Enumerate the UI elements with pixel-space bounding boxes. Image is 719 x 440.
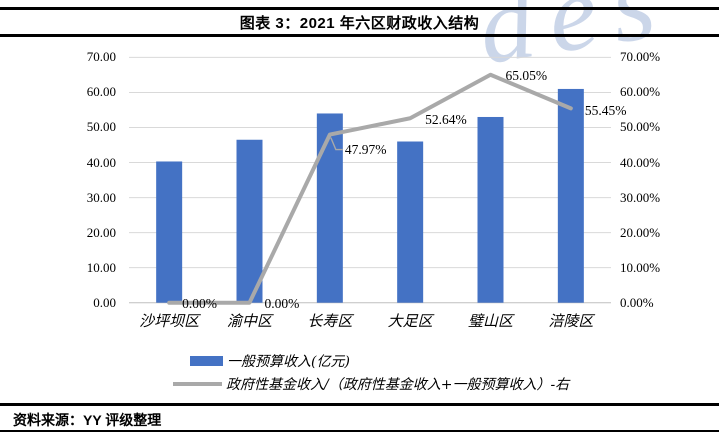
right-axis-tick: 60.00% (620, 84, 661, 100)
category-label-璧山区: 璧山区 (467, 312, 513, 330)
title-underline-rule (0, 33, 719, 37)
left-axis-tick: 40.00 (86, 154, 116, 170)
bar-璧山区 (477, 116, 504, 303)
line-data-label: 0.00% (182, 296, 218, 312)
legend-item-line-series: 政府性基金收入/（政府性基金收入+一般预算收入）-右 (173, 376, 570, 393)
bar-沙坪坝区 (156, 161, 183, 303)
category-label-沙坪坝区: 沙坪坝区 (139, 312, 200, 330)
source-note: 资料来源：YY 评级整理 (13, 412, 162, 428)
left-axis-tick: 70.00 (86, 49, 116, 65)
left-axis-tick: 50.00 (86, 119, 116, 135)
bar-series-swatch-icon (190, 356, 223, 366)
bar-涪陵区 (557, 88, 584, 303)
line-data-label: 47.97% (344, 142, 387, 158)
right-axis-tick: 10.00% (620, 259, 661, 275)
left-axis-tick: 10.00 (86, 259, 116, 275)
category-label-长寿区: 长寿区 (307, 312, 353, 330)
left-axis-tick: 30.00 (86, 189, 116, 205)
legend-item-bar-series: 一般预算收入(亿元) (190, 353, 350, 370)
bar-长寿区 (316, 113, 343, 303)
bar-渝中区 (236, 139, 263, 303)
line-data-label: 55.45% (584, 102, 627, 118)
right-axis-tick: 0.00% (620, 294, 654, 310)
bar-series-label: 一般预算收入(亿元) (227, 354, 350, 370)
left-axis-tick: 20.00 (86, 224, 116, 240)
bottom-rule (0, 430, 719, 432)
bar-大足区 (397, 141, 424, 303)
line-series-label: 政府性基金收入/（政府性基金收入+一般预算收入）-右 (226, 377, 570, 393)
data-label-leader-line (330, 137, 343, 151)
category-label-大足区: 大足区 (387, 312, 433, 330)
line-data-label: 52.64% (425, 111, 467, 127)
right-axis-tick: 30.00% (620, 189, 661, 205)
line-data-label: 0.00% (264, 296, 300, 312)
category-label-涪陵区: 涪陵区 (548, 312, 594, 330)
left-axis-tick: 60.00 (86, 84, 116, 100)
right-axis-tick: 20.00% (620, 224, 661, 240)
chart-title: 图表 3：2021 年六区财政收入结构 (239, 15, 480, 32)
line-data-label: 65.05% (505, 68, 548, 84)
left-axis-tick: 0.00 (93, 294, 116, 310)
right-axis-tick: 50.00% (620, 119, 661, 135)
line-series-swatch-icon (173, 382, 222, 386)
ratio-line (167, 72, 573, 305)
right-axis-tick: 70.00% (620, 49, 661, 65)
right-axis-tick: 40.00% (620, 154, 661, 170)
pre-source-rule (0, 403, 719, 406)
top-rule (0, 7, 719, 10)
category-label-渝中区: 渝中区 (226, 312, 272, 330)
